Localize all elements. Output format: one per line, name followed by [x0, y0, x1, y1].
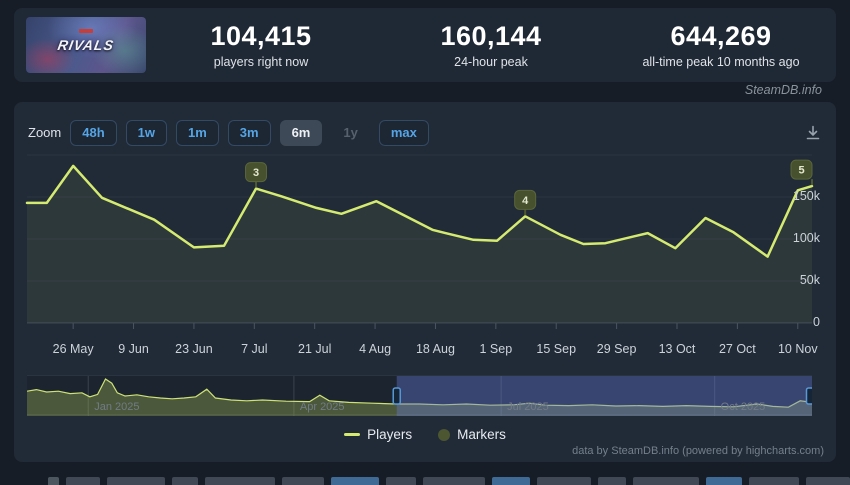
legend-label-markers: Markers: [457, 427, 506, 442]
legend-label-players: Players: [367, 427, 413, 442]
footnote-text-fragment: [423, 477, 485, 485]
x-axis-label-27-Oct: 27 Oct: [718, 342, 756, 356]
zoom-range-label: Zoom: [28, 125, 62, 140]
x-axis-label-4-Aug: 4 Aug: [359, 342, 392, 356]
footnote-text-fragment: [172, 477, 198, 485]
y-axis-label-50k: 50k: [799, 273, 820, 287]
alltime-peak-label: all-time peak 10 months ago: [642, 55, 800, 69]
marvel-mark: [79, 29, 93, 33]
navigator-handle-left[interactable]: [392, 387, 401, 405]
legend-swatch-players: [344, 433, 361, 436]
footnote-icon: [48, 477, 59, 485]
alltime-peak-value: 644,269: [670, 21, 772, 51]
players-now-label: players right now: [213, 55, 309, 69]
footnote-text-fragment: [205, 477, 275, 485]
chart-legend: Players Markers: [14, 427, 836, 442]
players-now-value: 104,415: [210, 21, 312, 51]
x-axis-label-10-Nov: 10 Nov: [777, 342, 818, 356]
game-logo-text: RIVALS: [56, 37, 116, 53]
svg-text:4: 4: [522, 195, 529, 207]
zoom-button-max[interactable]: max: [378, 119, 429, 146]
zoom-button-group: 48h 1w 1m 3m 6m 1y max: [70, 119, 438, 146]
chart-panel: Zoom 48h 1w 1m 3m 6m 1y max 3 4 5 0 50k 100k 150k 2…: [14, 102, 836, 462]
zoom-button-48h[interactable]: 48h: [70, 119, 117, 146]
zoom-button-6m[interactable]: 6m: [279, 119, 323, 146]
x-axis-label-21-Jul: 21 Jul: [298, 342, 332, 356]
footnote-text-fragment: [107, 477, 165, 485]
svg-text:5: 5: [798, 165, 804, 177]
footnote-text-fragment: [66, 477, 100, 485]
svg-text:3: 3: [253, 167, 259, 179]
footnote-text-fragment: [598, 477, 626, 485]
legend-item-markers[interactable]: Markers: [438, 427, 506, 442]
y-axis-label-150k: 150k: [792, 189, 820, 203]
marker-badge-4[interactable]: 4: [514, 189, 537, 216]
stat-24h-peak: 160,144 24-hour peak: [376, 21, 606, 69]
marker-badge-3[interactable]: 3: [245, 162, 268, 188]
marker-badge-5[interactable]: 5: [790, 159, 813, 186]
peak-24h-value: 160,144: [440, 21, 542, 51]
download-icon[interactable]: [804, 124, 822, 142]
x-axis-label-9-Jun: 9 Jun: [118, 342, 149, 356]
x-axis-label-15-Sep: 15 Sep: [536, 342, 577, 356]
highcharts-credits: data by SteamDB.info (powered by highcha…: [572, 445, 824, 457]
navigator-mini-chart[interactable]: [27, 376, 812, 416]
navigator-handle-right[interactable]: [805, 387, 813, 405]
players-line-chart[interactable]: 3 4 5: [25, 154, 814, 337]
game-header-card: RIVALS 104,415 players right now 160,144…: [14, 8, 836, 82]
x-axis-label-26-May: 26 May: [52, 342, 94, 356]
y-axis-label-100k: 100k: [792, 231, 820, 245]
game-capsule-image[interactable]: RIVALS: [26, 17, 146, 73]
x-axis-label-1-Sep: 1 Sep: [479, 342, 513, 356]
legend-swatch-markers: [438, 428, 451, 441]
footnote-text-fragment: [633, 477, 699, 485]
footnote-text-fragment: [386, 477, 416, 485]
stat-alltime-peak: 644,269 all-time peak 10 months ago: [606, 21, 836, 69]
legend-item-players[interactable]: Players: [344, 427, 412, 442]
footnote-text-fragment: [806, 477, 850, 485]
footnote-text-fragment: [706, 477, 742, 485]
zoom-button-1m[interactable]: 1m: [175, 119, 219, 146]
steamdb-watermark: SteamDB.info: [744, 83, 822, 97]
footnote-text-fragment: [331, 477, 379, 485]
x-axis-label-23-Jun: 23 Jun: [175, 342, 213, 356]
zoom-button-3m[interactable]: 3m: [227, 119, 271, 146]
footnote-text-fragment: [537, 477, 591, 485]
chart-toolbar: Zoom 48h 1w 1m 3m 6m 1y max: [28, 119, 822, 146]
y-axis-label-0: 0: [813, 315, 820, 329]
x-axis-label-13-Oct: 13 Oct: [658, 342, 696, 356]
footnote-text-fragment: [282, 477, 324, 485]
clipped-footnote-text: [48, 477, 850, 485]
footnote-text-fragment: [492, 477, 530, 485]
peak-24h-label: 24-hour peak: [454, 55, 528, 69]
zoom-button-1w[interactable]: 1w: [125, 119, 167, 146]
x-axis-label-29-Sep: 29 Sep: [596, 342, 637, 356]
x-axis-label-18-Aug: 18 Aug: [415, 342, 455, 356]
x-axis-label-7-Jul: 7 Jul: [241, 342, 268, 356]
navigator-selected-range[interactable]: [396, 376, 812, 416]
footnote-text-fragment: [749, 477, 799, 485]
range-navigator[interactable]: Jan 2025 Apr 2025 Jul 2025 Oct 2025: [27, 375, 812, 416]
zoom-button-1y: 1y: [331, 120, 369, 146]
stat-players-right-now: 104,415 players right now: [146, 21, 376, 69]
